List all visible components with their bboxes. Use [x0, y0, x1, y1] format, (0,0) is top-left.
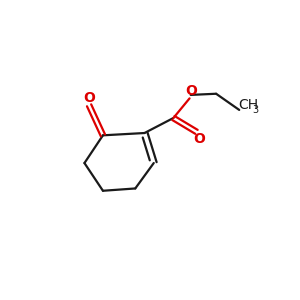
Text: 3: 3 [252, 105, 259, 115]
Text: O: O [185, 84, 197, 98]
Text: O: O [83, 92, 95, 105]
Text: O: O [193, 132, 205, 146]
Text: CH: CH [238, 98, 258, 112]
